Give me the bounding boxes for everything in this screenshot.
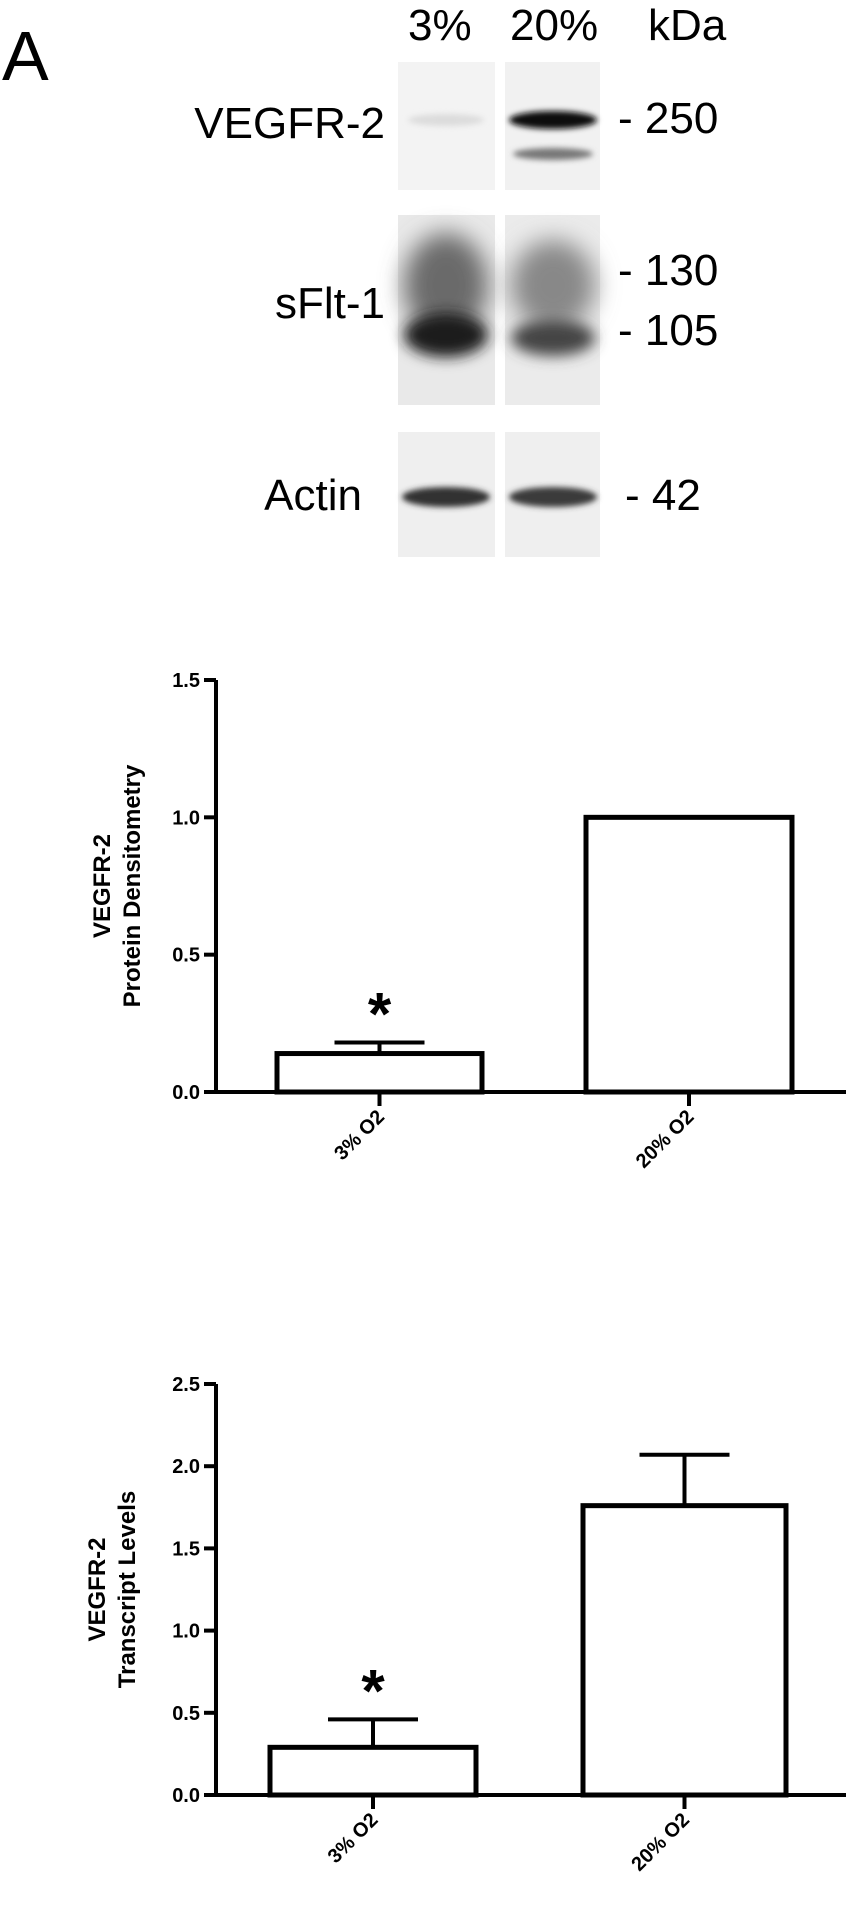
blot-label-vegfr2: VEGFR-2 xyxy=(194,99,385,148)
significance-marker: * xyxy=(361,1657,385,1724)
blot-panel-vegfr2-lane1 xyxy=(398,62,495,190)
y-axis-title-line1: VEGFR-2 xyxy=(89,834,116,938)
y-tick-label: 2.5 xyxy=(172,1374,200,1396)
y-tick-label: 0.0 xyxy=(172,1785,200,1807)
y-tick-label: 1.0 xyxy=(172,807,200,829)
y-axis-title-line2: Transcript Levels xyxy=(114,1491,141,1688)
lane-label-3pct: 3% xyxy=(408,1,472,50)
blot-marker-250: - 250 xyxy=(618,94,718,143)
blot-header: 3% 20% kDa xyxy=(408,1,727,50)
blot-marker-42: - 42 xyxy=(625,471,701,520)
blot-label-sflt1: sFlt-1 xyxy=(275,279,385,328)
y-tick-label: 1.0 xyxy=(172,1621,200,1643)
lane-label-20pct: 20% xyxy=(510,1,598,50)
blot-marker-105: - 105 xyxy=(618,306,718,355)
protein-densitometry-chart: 0.0 0.5 1.0 1.5 VEGFR-2 Protein Densitometry *… xyxy=(89,670,846,1173)
x-category-label: 3% O2 xyxy=(324,1809,383,1868)
y-axis-title-line1: VEGFR-2 xyxy=(84,1537,111,1641)
blot-band-actin-lane1 xyxy=(402,487,490,507)
x-category-label: 20% O2 xyxy=(632,1106,699,1173)
bar xyxy=(274,1051,485,1095)
blot-row-vegfr2: VEGFR-2 - 250 xyxy=(194,62,718,190)
kda-label: kDa xyxy=(648,1,727,50)
y-tick-label: 0.5 xyxy=(172,945,200,967)
y-tick-label: 0.0 xyxy=(172,1082,200,1104)
y-axis-title-line2: Protein Densitometry xyxy=(119,764,146,1007)
blot-smear-sflt1-lane1 xyxy=(404,233,488,337)
blot-band-vegfr2-lane2-minor xyxy=(513,148,593,160)
blot-band-vegfr2-lane1 xyxy=(408,114,484,126)
y-tick-label: 2.0 xyxy=(172,1456,200,1478)
blot-row-sflt1: sFlt-1 - 130 - 105 xyxy=(275,215,718,405)
blot-smear-sflt1-lane2 xyxy=(511,240,595,330)
significance-marker: * xyxy=(368,981,392,1048)
y-tick-label: 1.5 xyxy=(172,1538,200,1560)
blot-marker-130: - 130 xyxy=(618,246,718,295)
bar xyxy=(580,1503,789,1798)
y-tick-label: 1.5 xyxy=(172,670,200,692)
blot-band-sflt1-lane2 xyxy=(511,320,595,356)
bar xyxy=(583,814,795,1095)
blot-band-sflt1-lane1 xyxy=(404,313,488,357)
y-tick-label: 0.5 xyxy=(172,1703,200,1725)
x-category-label: 3% O2 xyxy=(330,1106,389,1165)
blot-band-actin-lane2 xyxy=(509,487,597,507)
x-category-label: 20% O2 xyxy=(627,1809,694,1876)
transcript-levels-chart: 0.0 0.5 1.0 1.5 2.0 2.5 VEGFR-2 Transcript Leve… xyxy=(84,1374,846,1876)
blot-label-actin: Actin xyxy=(264,471,362,520)
panel-letter: A xyxy=(2,17,49,95)
blot-row-actin: Actin - 42 xyxy=(264,432,701,557)
bar xyxy=(267,1744,479,1798)
blot-band-vegfr2-lane2 xyxy=(509,111,597,129)
